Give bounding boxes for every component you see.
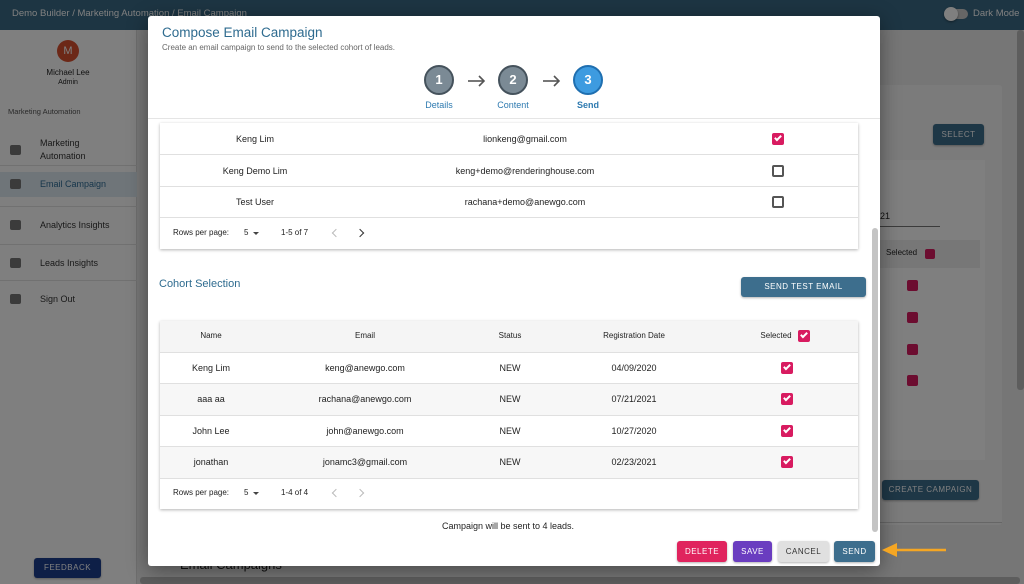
- modal-subtitle: Create an email campaign to send to the …: [162, 43, 396, 52]
- lead-name: Keng Demo Lim: [222, 166, 288, 176]
- action-button[interactable]: SEND: [834, 541, 875, 562]
- cohort-status: NEW: [499, 457, 521, 467]
- cohort-date: 04/09/2020: [611, 363, 657, 373]
- cohort-status: NEW: [499, 426, 521, 436]
- cohort-email: rachana@anewgo.com: [318, 394, 412, 404]
- row-divider: [160, 383, 858, 384]
- cohort-name: John Lee: [192, 426, 230, 436]
- send-test-button[interactable]: SEND TEST EMAIL: [741, 277, 866, 297]
- cohort-title: Cohort Selection: [159, 278, 241, 290]
- summary: Campaign will be sent to 4 leads.: [441, 521, 575, 531]
- check-tick: [774, 133, 782, 142]
- lead-email: lionkeng@gmail.com: [483, 134, 567, 144]
- step-circle[interactable]: 1: [424, 65, 454, 95]
- row-stripe: [160, 384, 858, 415]
- cohort-date: 02/23/2021: [611, 457, 657, 467]
- row-divider: [160, 352, 858, 353]
- action-button[interactable]: SAVE: [733, 541, 772, 562]
- checkbox[interactable]: [772, 196, 784, 208]
- step-circle[interactable]: 2: [498, 65, 528, 95]
- cohort-email: jonamc3@gmail.com: [322, 457, 408, 467]
- cohort-date: 10/27/2020: [611, 426, 657, 436]
- check-tick: [800, 330, 808, 339]
- checkbox[interactable]: [772, 133, 784, 145]
- cohort-name: jonathan: [193, 457, 229, 467]
- modal-divider: [148, 118, 880, 119]
- rows-per-page-label: Rows per page:: [173, 228, 230, 237]
- checkbox[interactable]: [781, 362, 793, 374]
- step-label: Content: [497, 100, 529, 110]
- pagination-range: 1-4 of 4: [281, 488, 309, 497]
- action-button[interactable]: CANCEL: [778, 541, 829, 562]
- row-divider: [160, 217, 858, 218]
- check-tick: [783, 425, 791, 434]
- select-caret: [253, 492, 259, 495]
- check-tick: [783, 456, 791, 465]
- check-tick: [783, 393, 791, 402]
- cohort-date: 07/21/2021: [611, 394, 657, 404]
- cohort-email: keng@anewgo.com: [325, 363, 405, 373]
- step-label: Details: [425, 100, 453, 110]
- checkbox[interactable]: [781, 456, 793, 468]
- checkbox[interactable]: [781, 393, 793, 405]
- lead-name: Keng Lim: [235, 134, 275, 144]
- rows-per-page-select[interactable]: 5: [244, 488, 249, 497]
- column-header: Registration Date: [603, 331, 665, 340]
- cohort-email: john@anewgo.com: [326, 426, 404, 436]
- modal-scrollbar: [872, 228, 878, 532]
- action-button[interactable]: DELETE: [677, 541, 727, 562]
- row-divider: [160, 154, 858, 155]
- cohort-status: NEW: [499, 363, 521, 373]
- step-label: Send: [576, 100, 599, 110]
- lead-email: keng+demo@renderinghouse.com: [455, 166, 595, 176]
- checkbox[interactable]: [772, 165, 784, 177]
- column-header: Email: [354, 331, 375, 340]
- checkbox[interactable]: [781, 425, 793, 437]
- column-header: Name: [200, 331, 222, 340]
- row-divider: [160, 186, 858, 187]
- row-divider: [160, 478, 858, 479]
- cohort-status: NEW: [499, 394, 521, 404]
- column-header: Status: [498, 331, 522, 340]
- lead-email: rachana+demo@anewgo.com: [464, 197, 586, 207]
- lead-name: Test User: [235, 197, 274, 207]
- cohort-name: Keng Lim: [191, 363, 231, 373]
- row-stripe: [160, 447, 858, 478]
- cohort-name: aaa aa: [197, 394, 225, 404]
- modal-title: Compose Email Campaign: [162, 25, 323, 40]
- table-header: [160, 321, 858, 352]
- pagination-range: 1-5 of 7: [281, 228, 309, 237]
- step-circle[interactable]: 3: [573, 65, 603, 95]
- column-header: Selected: [760, 331, 792, 340]
- select-caret: [253, 232, 259, 235]
- row-divider: [160, 446, 858, 447]
- rows-per-page-select[interactable]: 5: [244, 228, 249, 237]
- check-tick: [783, 362, 791, 371]
- rows-per-page-label: Rows per page:: [173, 488, 230, 497]
- checkbox[interactable]: [798, 330, 810, 342]
- row-divider: [160, 415, 858, 416]
